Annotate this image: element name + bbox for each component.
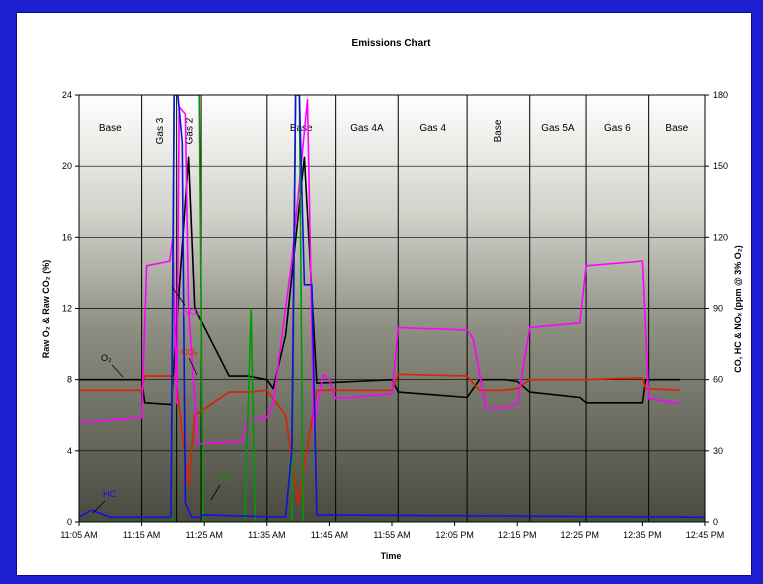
x-tick-label: 12:15 PM [498, 530, 537, 540]
emissions-chart: Emissions Chart Base Gas 3 Gas 2 Base Gas 4A… [41, 38, 743, 561]
region-label: Gas 3 [155, 117, 166, 144]
x-tick-label: 11:45 AM [311, 530, 348, 540]
y-right-tick-label: 90 [713, 304, 723, 314]
y-left-tick-label: 20 [62, 161, 72, 171]
y-left-tick-label: 0 [67, 517, 72, 527]
annotation-label: CO₂ [181, 347, 199, 357]
annotation-leader [188, 357, 198, 376]
region-label: Base [665, 123, 688, 134]
x-tick-label: 12:45 PM [686, 530, 725, 540]
series-annotations: NOₓ O₂ CO₂ HC CO [92, 286, 231, 514]
x-tick-label: 12:25 PM [561, 530, 600, 540]
annotation-leader [210, 484, 221, 501]
y-right-tick-label: 180 [713, 90, 728, 100]
annotation-label: HC [103, 489, 116, 499]
annotation-leader [111, 364, 124, 378]
x-tick-label: 11:25 AM [186, 530, 223, 540]
x-tick-label: 12:35 PM [623, 530, 662, 540]
x-tick-label: 11:35 AM [248, 530, 285, 540]
annotation-label: NOₓ [183, 307, 200, 317]
region-label: Gas 6 [604, 123, 631, 134]
x-tick-label: 12:05 PM [435, 530, 474, 540]
x-tick-label: 11:05 AM [60, 530, 97, 540]
x-axis-label: Time [381, 551, 402, 561]
series-group [79, 95, 705, 522]
y-right-tick-label: 60 [713, 375, 723, 385]
region-label: Base [99, 123, 122, 134]
y-left-tick-label: 12 [62, 304, 72, 314]
annotation-label: CO [217, 473, 231, 483]
y-left-tick-label: 16 [62, 232, 72, 242]
y-left-tick-label: 4 [67, 446, 72, 456]
region-label: Gas 4A [350, 123, 384, 134]
y-left-tick-label: 8 [67, 375, 72, 385]
y-axis-right: 0 30 60 90 120 150 180 [705, 90, 728, 527]
y-right-tick-label: 150 [713, 161, 728, 171]
y-right-tick-label: 0 [713, 517, 718, 527]
test-regions: Base Gas 3 Gas 2 Base Gas 4A Gas 4 Base Gas 5A G… [99, 95, 689, 522]
region-label: Base [290, 123, 313, 134]
y-axis-left-label: Raw O₂ & Raw CO₂ (%) [41, 260, 51, 359]
x-axis: 11:05 AM 11:15 AM 11:25 AM 11:35 AM 11:45 AM… [60, 522, 724, 540]
series-line-co [79, 95, 705, 522]
x-tick-label: 11:15 AM [123, 530, 160, 540]
region-label: Gas 4 [419, 123, 446, 134]
y-right-tick-label: 30 [713, 446, 723, 456]
region-label: Base [493, 119, 504, 142]
annotation-leader [171, 286, 186, 306]
y-left-tick-label: 24 [62, 90, 72, 100]
chart-frame: Emissions Chart Base Gas 3 Gas 2 Base Gas 4A… [16, 12, 752, 576]
y-axis-left: 0 4 8 12 16 20 24 [62, 90, 79, 527]
y-right-tick-label: 120 [713, 232, 728, 242]
series-line-hc [79, 95, 705, 519]
x-tick-label: 11:55 AM [373, 530, 410, 540]
region-label: Gas 5A [541, 123, 575, 134]
series-line-nox [79, 98, 681, 445]
annotation-label: O₂ [101, 353, 112, 363]
region-label: Gas 2 [185, 117, 196, 144]
annotation-leader [92, 500, 106, 514]
y-axis-right-label: CO, HC & NOₓ (ppm @ 3% O₂) [733, 245, 743, 373]
chart-title: Emissions Chart [352, 38, 432, 49]
